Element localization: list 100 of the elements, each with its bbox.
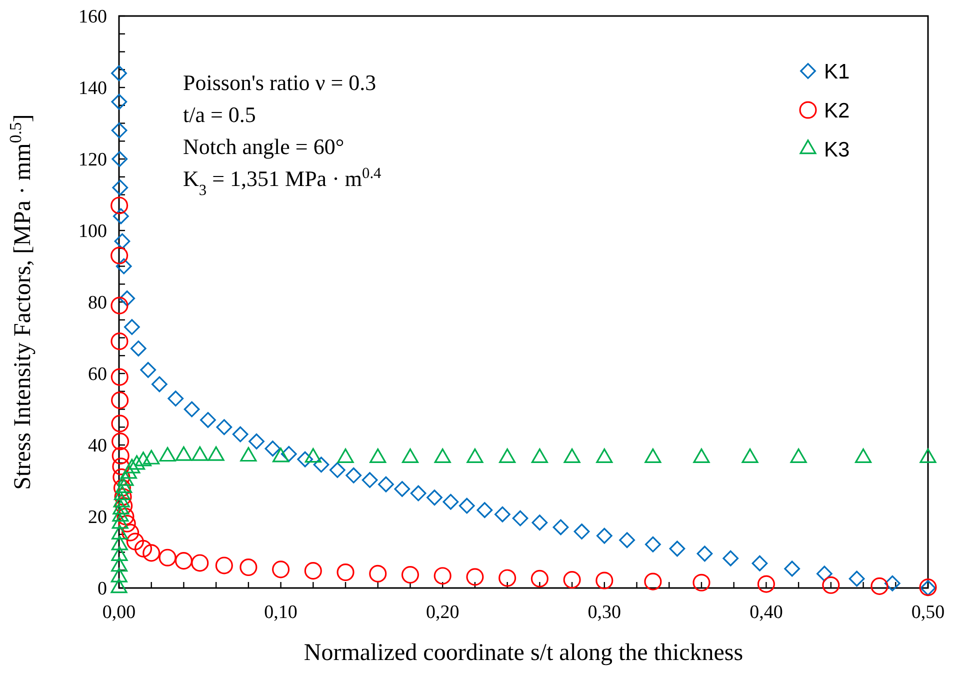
annotation: K$_{3}$ = 1,351 MPa · m$^{0.4}$ (183, 164, 382, 198)
annotation: Notch angle = 60° (183, 134, 344, 159)
point (200, 412, 216, 428)
y-tick-label: 100 (78, 221, 107, 242)
y-tick-label: 80 (88, 292, 107, 314)
point (512, 510, 528, 526)
point (110, 368, 128, 386)
legend-label: K2 (824, 99, 850, 122)
point (112, 432, 130, 450)
point (264, 440, 281, 457)
point (110, 246, 128, 264)
point (574, 524, 590, 540)
point (692, 574, 710, 592)
point (494, 506, 510, 522)
point (645, 536, 661, 552)
point (434, 567, 452, 585)
point (596, 528, 612, 544)
point (110, 196, 128, 214)
point (152, 376, 168, 392)
point (466, 568, 484, 586)
point (530, 570, 548, 588)
point (619, 532, 635, 548)
point (669, 540, 686, 557)
x-axis-title: Normalized coordinate s/t along the thickness (304, 640, 744, 666)
point (476, 502, 493, 518)
point (442, 494, 459, 510)
point (111, 65, 127, 82)
point (158, 548, 176, 566)
y-tick-label: 20 (88, 507, 107, 528)
annotation: Poisson's ratio ν = 0.3 (183, 70, 376, 95)
point (111, 414, 129, 432)
point (410, 485, 426, 502)
point (362, 472, 378, 488)
point (272, 560, 290, 578)
y-tick-label: 120 (78, 150, 107, 171)
point (870, 577, 888, 595)
point (532, 514, 548, 531)
point (113, 479, 132, 497)
point (112, 151, 128, 167)
point (240, 558, 258, 576)
point (248, 433, 264, 450)
point (757, 575, 775, 593)
point (116, 258, 132, 274)
point (644, 572, 662, 590)
point (114, 488, 132, 506)
point (112, 180, 128, 196)
y-tick-label: 140 (78, 78, 107, 100)
point (111, 392, 129, 410)
point (119, 290, 136, 306)
point (369, 564, 387, 582)
point (216, 419, 232, 436)
point (124, 319, 140, 335)
point (378, 476, 394, 492)
point (329, 462, 346, 478)
point (111, 122, 128, 138)
point (297, 451, 314, 468)
point (498, 569, 516, 587)
point (114, 233, 130, 250)
point (111, 94, 128, 110)
point (118, 514, 136, 532)
point (563, 571, 581, 589)
point (116, 508, 134, 526)
point (426, 490, 442, 506)
legend-label: K1 (824, 60, 850, 84)
point (696, 546, 713, 562)
point (784, 560, 800, 577)
point (126, 532, 144, 550)
point (304, 562, 322, 580)
point (215, 556, 233, 574)
y-tick-label: 0 (98, 578, 107, 600)
point (112, 458, 130, 476)
point (130, 340, 146, 356)
point (134, 540, 152, 558)
point (140, 362, 156, 378)
point (191, 554, 209, 572)
point (232, 426, 248, 442)
point (722, 550, 739, 566)
point (112, 446, 130, 464)
point (848, 570, 865, 587)
point (552, 519, 569, 536)
x-tick-label: 0,40 (750, 602, 783, 623)
point (401, 566, 420, 584)
point (313, 456, 330, 473)
point (752, 555, 768, 572)
point (336, 564, 354, 582)
x-tick-label: 0,30 (588, 602, 622, 623)
point (174, 552, 192, 570)
annotation: t/a = 0.5 (183, 102, 256, 127)
y-tick-label: 160 (78, 6, 107, 28)
point (816, 566, 832, 582)
legend-label: K3 (824, 138, 850, 162)
x-tick-label: 0,50 (911, 602, 945, 623)
point (110, 332, 128, 350)
point (122, 524, 140, 542)
x-tick-label: 0,10 (264, 602, 298, 623)
point (822, 576, 840, 594)
point (458, 498, 475, 514)
point (280, 446, 297, 462)
point (184, 401, 200, 418)
point (346, 467, 362, 484)
